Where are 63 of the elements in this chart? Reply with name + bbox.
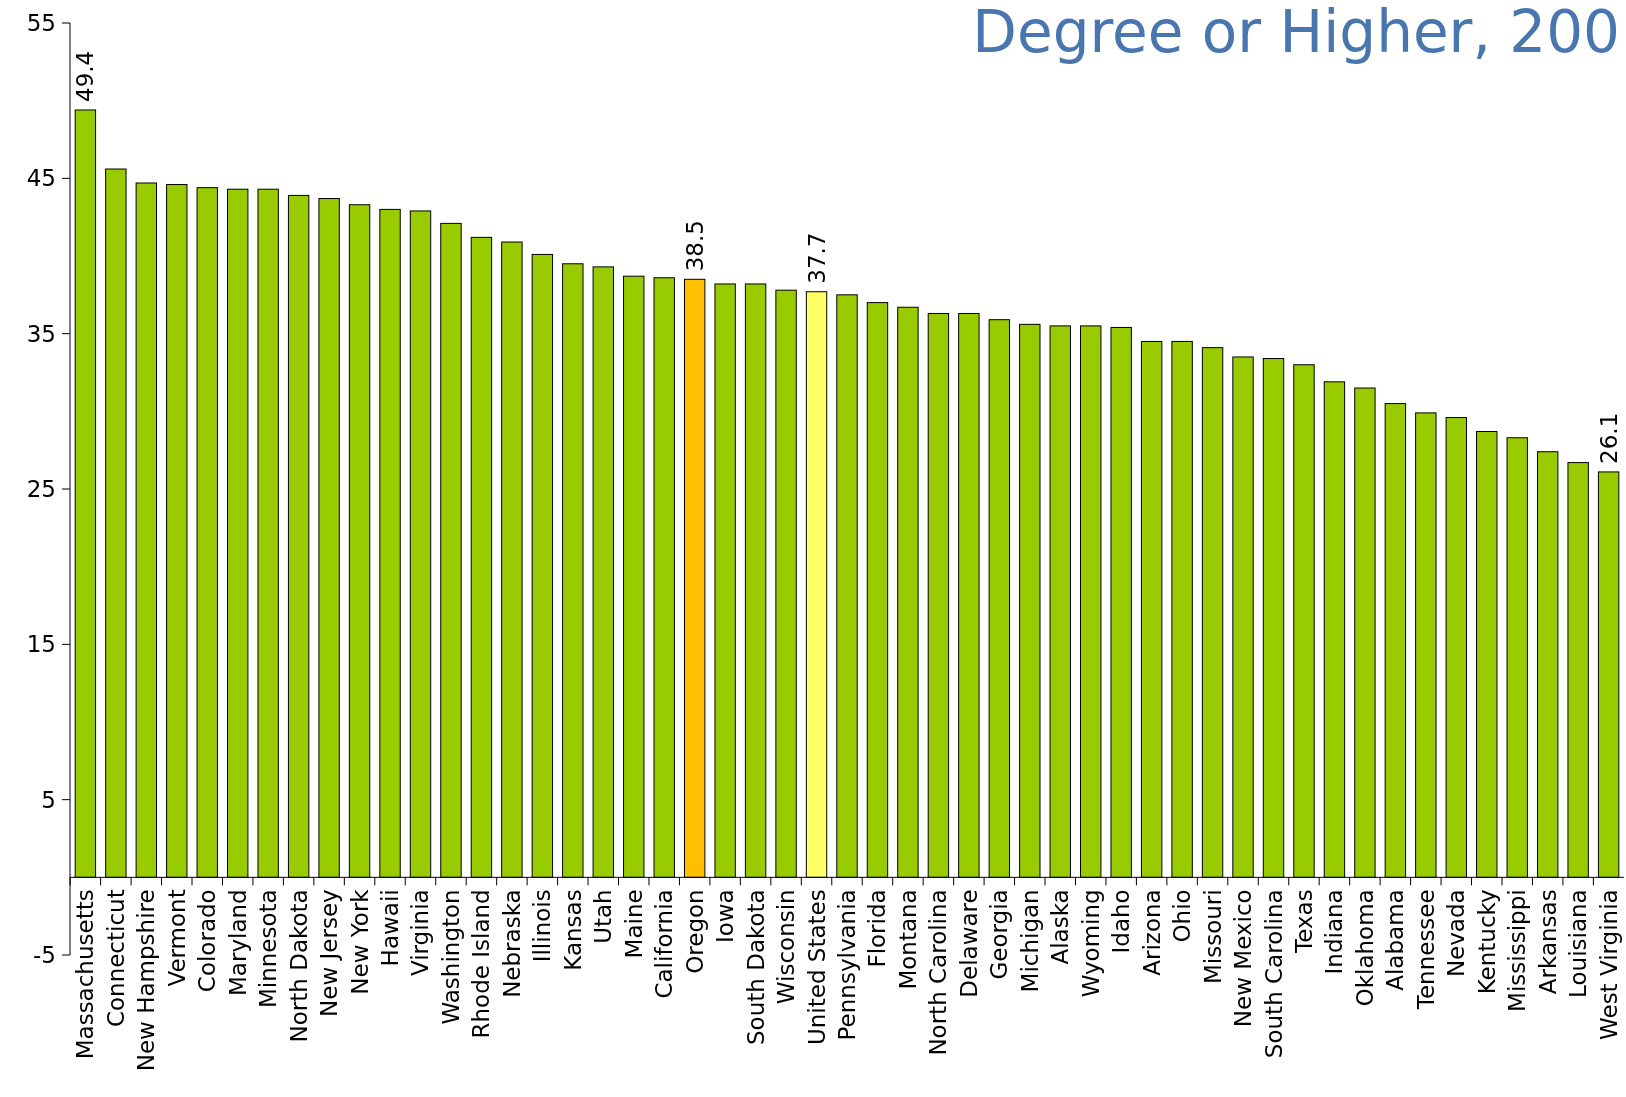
x-tick-label: South Carolina — [1260, 889, 1287, 1059]
x-tick-label: Kansas — [559, 889, 586, 971]
x-tick-label: Montana — [894, 889, 921, 990]
x-tick-label: Hawaii — [377, 889, 404, 967]
x-tick-label: Delaware — [955, 889, 982, 998]
x-tick-label: Idaho — [1108, 889, 1135, 954]
x-tick-label: Missouri — [1199, 889, 1226, 985]
x-tick-label: Texas — [1290, 889, 1317, 954]
y-tick-label: -5 — [33, 942, 56, 969]
x-tick-label: Florida — [864, 889, 891, 968]
x-tick-label: Georgia — [986, 889, 1013, 980]
x-tick-label: Louisiana — [1565, 889, 1592, 998]
x-tick-label: New York — [346, 888, 373, 995]
x-tick-label: Mississippi — [1504, 889, 1531, 1012]
x-tick-label: Massachusetts — [72, 889, 99, 1060]
x-tick-label: Nebraska — [498, 889, 525, 998]
x-tick-label: Wisconsin — [773, 889, 800, 1005]
x-tick-label: Vermont — [163, 889, 190, 987]
y-tick-label: 45 — [26, 165, 56, 192]
x-tick-label: Kentucky — [1473, 889, 1500, 995]
x-tick-label: Alaska — [1047, 889, 1074, 965]
y-tick-label: 5 — [41, 786, 56, 813]
x-tick-label: Utah — [590, 889, 617, 944]
x-tick-label: Arizona — [1138, 889, 1165, 976]
y-tick-label: 15 — [26, 631, 56, 658]
x-tick-label: Minnesota — [255, 889, 282, 1009]
x-tick-label: California — [651, 889, 678, 999]
x-tick-label: Arkansas — [1534, 889, 1561, 995]
x-tick-label: Indiana — [1321, 889, 1348, 975]
x-tick-label: Oregon — [681, 889, 708, 974]
x-tick-label: Maryland — [224, 889, 251, 997]
y-tick-label: 35 — [26, 320, 56, 347]
x-tick-label: Connecticut — [102, 889, 129, 1028]
x-tick-label: North Dakota — [285, 889, 312, 1043]
x-tick-label: Wyoming — [1077, 889, 1104, 998]
data-label: 49.4 — [72, 50, 99, 102]
x-tick-label: Michigan — [1016, 889, 1043, 993]
data-label: 38.5 — [681, 220, 708, 272]
x-tick-label: New Hampshire — [133, 889, 160, 1072]
x-tick-label: Ohio — [1169, 889, 1196, 943]
x-tick-label: New Jersey — [316, 889, 343, 1017]
x-tick-label: Illinois — [529, 889, 556, 963]
x-tick-label: South Dakota — [742, 889, 769, 1045]
x-tick-label: Maine — [620, 889, 647, 959]
data-label: 37.7 — [803, 232, 830, 284]
x-tick-label: Virginia — [407, 889, 434, 977]
x-tick-label: Pennsylvania — [834, 889, 860, 1041]
x-tick-label: Colorado — [194, 889, 221, 993]
x-tick-label: Nevada — [1443, 889, 1470, 978]
x-tick-label: West Virginia — [1595, 889, 1622, 1040]
y-tick-label: 55 — [26, 10, 56, 37]
x-tick-label: Alabama — [1382, 889, 1409, 991]
x-tick-label: Iowa — [712, 889, 739, 944]
x-tick-label: North Carolina — [925, 889, 952, 1056]
x-tick-label: New Mexico — [1230, 889, 1257, 1028]
y-tick-label: 25 — [26, 476, 56, 503]
chart-title: Degree or Higher, 200 — [972, 0, 1620, 66]
data-label: 26.1 — [1595, 412, 1622, 464]
x-tick-label: Oklahoma — [1351, 889, 1378, 1007]
x-tick-label: Rhode Island — [468, 889, 495, 1039]
x-tick-label: United States — [803, 889, 830, 1046]
x-tick-label: Tennessee — [1412, 889, 1439, 1011]
x-tick-label: Washington — [437, 889, 464, 1025]
